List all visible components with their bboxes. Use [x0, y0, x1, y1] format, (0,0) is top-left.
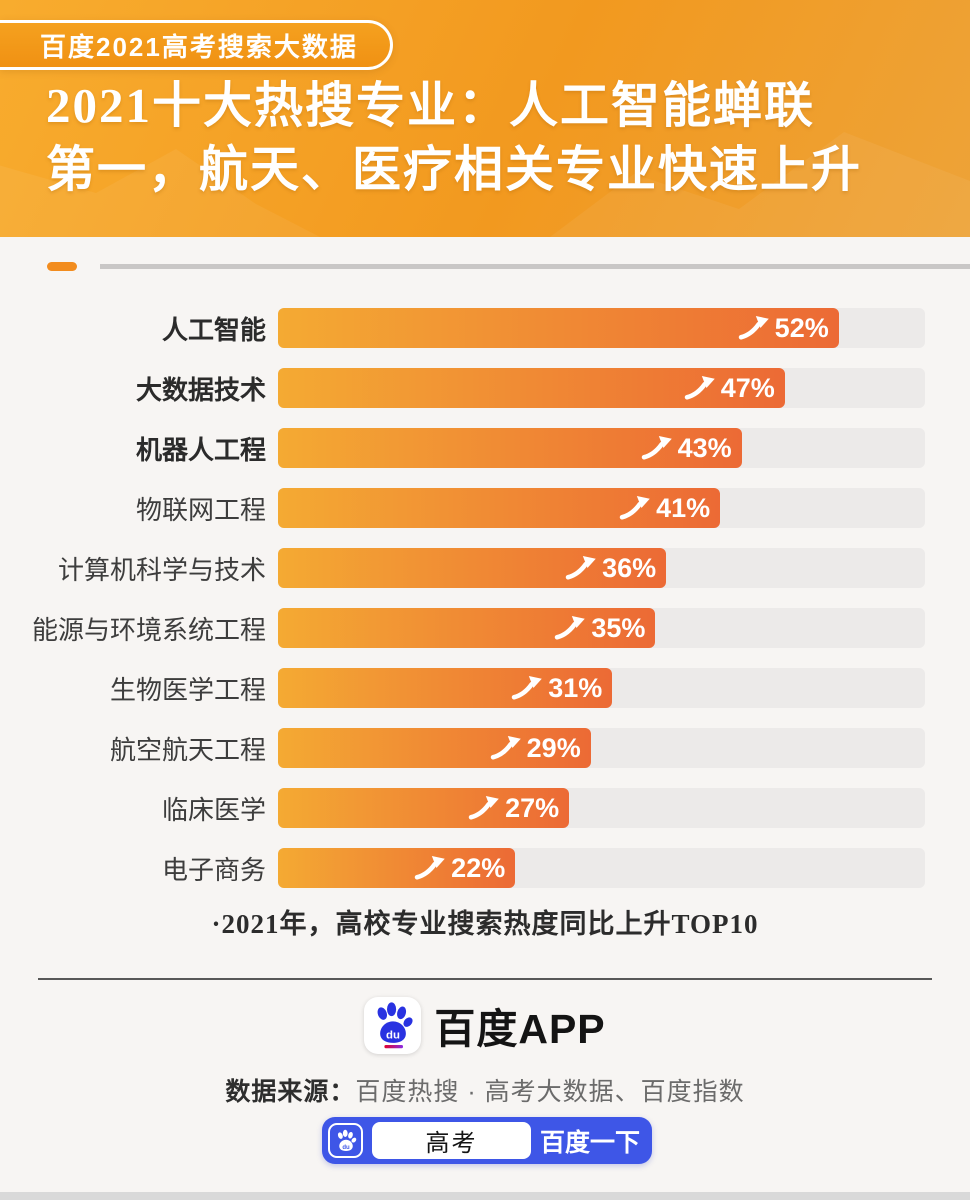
category-label: 能源与环境系统工程 [31, 614, 266, 645]
arrow-up-right-icon [565, 556, 597, 580]
svg-text:du: du [342, 1145, 350, 1151]
bar: 31% [278, 668, 613, 708]
search-button[interactable]: 百度一下 [540, 1123, 640, 1159]
arrow-up-right-icon [641, 436, 673, 460]
bottom-strip [0, 1192, 970, 1200]
bar: 29% [278, 728, 591, 768]
category-label: 物联网工程 [135, 494, 266, 525]
bar-value-label: 41% [656, 492, 711, 523]
footer-divider [38, 978, 932, 980]
bar-area: 27% [278, 788, 925, 828]
category-label: 大数据技术 [135, 374, 266, 405]
bar-value-label: 36% [602, 552, 657, 583]
bar-area: 35% [278, 608, 925, 648]
header-banner: 百度2021高考搜索大数据 2021十大热搜专业：人工智能蝉联 第一，航天、医疗… [0, 0, 970, 237]
chart-row: 临床医学 27% [0, 778, 970, 838]
bar-area: 29% [278, 728, 925, 768]
page-title-line2: 第一，航天、医疗相关专业快速上升 [46, 142, 863, 197]
bar-value-label: 22% [451, 852, 506, 883]
chart-row: 能源与环境系统工程 35% [0, 598, 970, 658]
chart-row: 生物医学工程 31% [0, 658, 970, 718]
arrow-up-right-icon [554, 616, 586, 640]
bar: 36% [278, 548, 667, 588]
bar: 27% [278, 788, 570, 828]
bar: 22% [278, 848, 516, 888]
baidu-search-bar: du 高考 百度一下 [322, 1117, 652, 1164]
chart-row: 计算机科学与技术 36% [0, 538, 970, 598]
bar: 52% [278, 308, 839, 348]
bar: 43% [278, 428, 742, 468]
bar-value-label: 31% [548, 672, 603, 703]
data-source-text: 百度热搜 · 高考大数据、百度指数 [355, 1078, 745, 1106]
bar-value-label: 29% [526, 732, 581, 763]
chart-row: 物联网工程 41% [0, 478, 970, 538]
page-title-line1: 2021十大热搜专业：人工智能蝉联 [46, 78, 816, 133]
baidu-app-logo-icon: du [364, 996, 422, 1054]
header-badge: 百度2021高考搜索大数据 [0, 20, 393, 70]
section-rule-line [100, 264, 970, 269]
category-label: 电子商务 [161, 854, 266, 885]
chart-row: 人工智能 52% [0, 298, 970, 358]
baidu-paw-icon: du [328, 1123, 363, 1158]
page-title: 2021十大热搜专业：人工智能蝉联 第一，航天、医疗相关专业快速上升 [46, 74, 862, 202]
bar-area: 41% [278, 488, 925, 528]
arrow-up-right-icon [414, 856, 446, 880]
category-label: 生物医学工程 [109, 674, 266, 705]
svg-text:du: du [386, 1030, 400, 1042]
category-label: 航空航天工程 [109, 734, 266, 765]
app-name: 百度APP [434, 1006, 606, 1052]
bar-area: 22% [278, 848, 925, 888]
bar-value-label: 35% [591, 612, 646, 643]
arrow-up-right-icon [490, 736, 522, 760]
bar-value-label: 47% [720, 372, 775, 403]
bar: 47% [278, 368, 785, 408]
bar: 35% [278, 608, 656, 648]
bar-area: 36% [278, 548, 925, 588]
chart-row: 机器人工程 43% [0, 418, 970, 478]
bar-value-label: 43% [677, 432, 732, 463]
category-label: 人工智能 [161, 314, 266, 345]
bar-value-label: 27% [505, 792, 560, 823]
bar-area: 47% [278, 368, 925, 408]
arrow-up-right-icon [468, 796, 500, 820]
arrow-up-right-icon [511, 676, 543, 700]
arrow-up-right-icon [684, 376, 716, 400]
header-badge-label: 百度2021高考搜索大数据 [40, 31, 358, 62]
section-dash [47, 262, 77, 271]
bar: 41% [278, 488, 721, 528]
search-input[interactable]: 高考 [372, 1122, 531, 1159]
chart-note: ·2021年，高校专业搜索热度同比上升TOP10 [211, 909, 759, 939]
category-label: 机器人工程 [135, 434, 266, 465]
chart-row: 大数据技术 47% [0, 358, 970, 418]
data-source-line: 数据来源：百度热搜 · 高考大数据、百度指数 [0, 1072, 970, 1108]
category-label: 计算机科学与技术 [57, 554, 266, 585]
bar-chart: 人工智能 52% 大数据技术 [0, 298, 970, 898]
bar-value-label: 52% [774, 312, 829, 343]
arrow-up-right-icon [619, 496, 651, 520]
bar-area: 31% [278, 668, 925, 708]
category-label: 临床医学 [161, 794, 266, 825]
brand-row: du 百度APP [0, 995, 970, 1055]
data-source-label: 数据来源： [225, 1078, 356, 1106]
arrow-up-right-icon [738, 316, 770, 340]
bar-area: 52% [278, 308, 925, 348]
chart-row: 电子商务 22% [0, 838, 970, 898]
chart-row: 航空航天工程 29% [0, 718, 970, 778]
bar-area: 43% [278, 428, 925, 468]
